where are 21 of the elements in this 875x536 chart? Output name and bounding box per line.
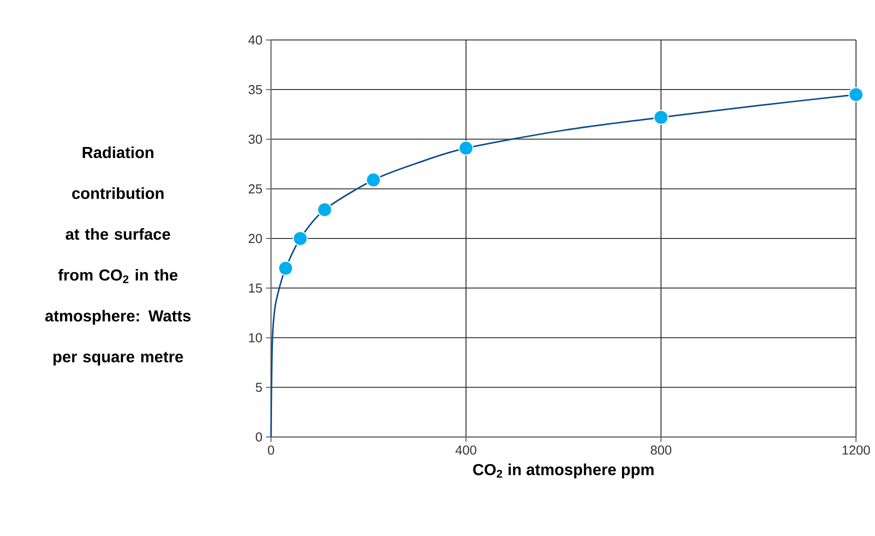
y-tick-label: 30: [248, 134, 262, 144]
text: Radiation contribution at the surface from CO$_{2}$ in the atmosphere: Watts per square metre: [45, 146, 191, 366]
y-tick-label: 35: [248, 85, 262, 94]
y-tick-label: 40: [248, 35, 262, 45]
x-tick-label: 400: [456, 446, 476, 455]
point: [366, 172, 381, 188]
x-tick-label: 800: [650, 446, 672, 455]
y-tick-label: 0: [256, 432, 262, 442]
point: [292, 230, 308, 246]
x-tick-label: 0: [268, 446, 274, 455]
point: [654, 110, 669, 125]
point: [458, 140, 474, 156]
y-tick-label: 15: [249, 284, 262, 293]
y-tick-label: 10: [249, 333, 262, 342]
x-tick-label: 1200: [842, 446, 870, 455]
point: [317, 202, 332, 218]
point: [278, 260, 294, 276]
y-tick-label: 20: [248, 234, 262, 244]
y-tick-label: 5: [256, 382, 262, 392]
x-axis-title: CO$_{2}$ in atmosphere ppm: [473, 464, 654, 478]
y-tick-label: 25: [248, 184, 262, 194]
